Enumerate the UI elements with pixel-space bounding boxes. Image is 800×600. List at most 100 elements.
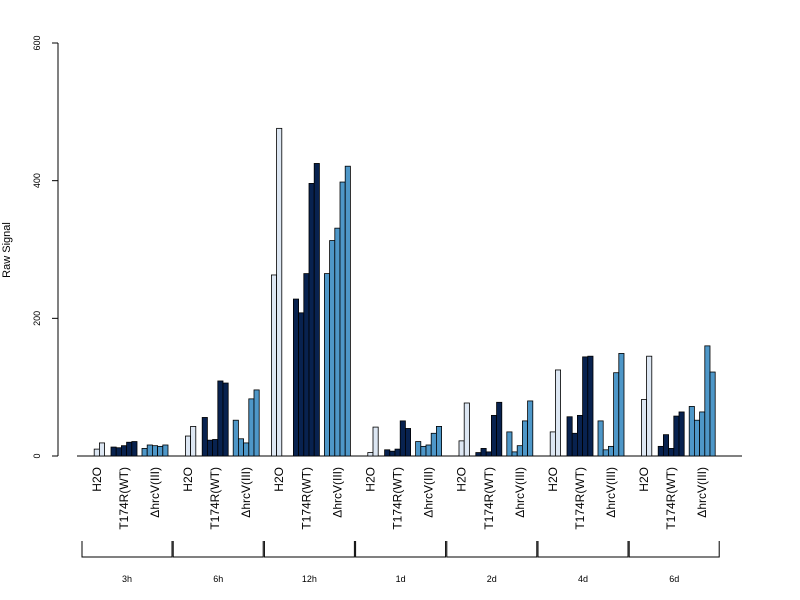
bar bbox=[99, 442, 106, 457]
bar bbox=[597, 420, 604, 457]
condition-label: H2O bbox=[90, 467, 104, 492]
time-label: 12h bbox=[302, 574, 317, 584]
condition-label: T174R(WT) bbox=[482, 467, 496, 530]
bar bbox=[384, 449, 391, 457]
bar bbox=[399, 420, 406, 457]
bar bbox=[657, 445, 664, 457]
condition-label: H2O bbox=[181, 467, 195, 492]
bar bbox=[496, 401, 503, 457]
bar bbox=[146, 444, 153, 457]
time-label: 3h bbox=[122, 574, 132, 584]
bar bbox=[141, 448, 148, 457]
condition-label: H2O bbox=[272, 467, 286, 492]
bar bbox=[131, 441, 138, 457]
bar bbox=[404, 428, 411, 457]
bar bbox=[688, 406, 695, 457]
bar bbox=[323, 273, 330, 457]
bar bbox=[506, 431, 513, 457]
bar bbox=[641, 399, 648, 457]
bar bbox=[308, 183, 315, 457]
bar bbox=[566, 416, 573, 457]
bar bbox=[678, 411, 685, 457]
bar bbox=[126, 441, 133, 457]
bar bbox=[276, 127, 283, 457]
bar bbox=[435, 426, 442, 457]
bar bbox=[344, 165, 351, 457]
bar bbox=[430, 432, 437, 457]
time-group-brackets: 3h 6h 12h 1d 2d 4d 6d bbox=[81, 541, 720, 584]
bar bbox=[110, 446, 117, 457]
bar bbox=[206, 439, 213, 457]
bar bbox=[253, 389, 260, 457]
bar bbox=[646, 355, 653, 457]
bar bbox=[511, 451, 518, 457]
condition-label: H2O bbox=[455, 467, 469, 492]
y-axis: 0 200 400 600 bbox=[32, 35, 59, 459]
bar bbox=[577, 414, 584, 457]
condition-label: T174R(WT) bbox=[391, 467, 405, 530]
bar bbox=[212, 439, 219, 457]
condition-label: T174R(WT) bbox=[208, 467, 222, 530]
bar bbox=[303, 273, 310, 457]
condition-label: ΔhrcV(III) bbox=[604, 467, 618, 518]
bar bbox=[217, 380, 224, 457]
bar bbox=[522, 420, 529, 457]
condition-label: H2O bbox=[546, 467, 560, 492]
bar bbox=[394, 448, 401, 457]
bar bbox=[490, 414, 497, 457]
condition-label: T174R(WT) bbox=[299, 467, 313, 530]
group-bracket bbox=[537, 541, 629, 558]
bars bbox=[93, 127, 716, 457]
bar bbox=[121, 445, 128, 457]
bar bbox=[618, 353, 625, 457]
bar bbox=[389, 450, 396, 457]
bar bbox=[709, 371, 716, 457]
bar bbox=[673, 415, 680, 457]
bar bbox=[555, 369, 562, 457]
condition-label: ΔhrcV(III) bbox=[513, 467, 527, 518]
bar bbox=[549, 431, 556, 457]
bar bbox=[458, 440, 465, 457]
time-label: 2d bbox=[487, 574, 497, 584]
group-bracket bbox=[263, 541, 355, 558]
bar bbox=[313, 163, 320, 457]
group-bracket bbox=[628, 541, 720, 558]
group-bracket bbox=[172, 541, 264, 558]
bar bbox=[334, 227, 341, 457]
bar bbox=[93, 448, 100, 457]
bar bbox=[367, 452, 374, 457]
bar bbox=[704, 345, 711, 457]
condition-label: ΔhrcV(III) bbox=[422, 467, 436, 518]
bar bbox=[151, 445, 158, 457]
condition-label: ΔhrcV(III) bbox=[695, 467, 709, 518]
bar bbox=[329, 240, 336, 457]
time-label: 6d bbox=[669, 574, 679, 584]
group-bracket bbox=[446, 541, 538, 558]
condition-label: ΔhrcV(III) bbox=[239, 467, 253, 518]
bar bbox=[190, 426, 197, 457]
bar bbox=[571, 432, 578, 457]
condition-label: H2O bbox=[363, 467, 377, 492]
bar bbox=[699, 411, 706, 457]
bar bbox=[608, 445, 615, 457]
bar bbox=[485, 451, 492, 457]
time-label: 1d bbox=[396, 574, 406, 584]
bar bbox=[237, 438, 244, 457]
bar bbox=[243, 442, 250, 457]
time-label: 6h bbox=[213, 574, 223, 584]
bar bbox=[339, 181, 346, 457]
condition-label: ΔhrcV(III) bbox=[330, 467, 344, 518]
bar bbox=[232, 419, 239, 457]
bar bbox=[270, 274, 277, 457]
bar bbox=[694, 419, 701, 457]
y-tick-label: 600 bbox=[32, 35, 42, 50]
bar bbox=[587, 355, 594, 457]
bar bbox=[463, 402, 470, 457]
bar bbox=[663, 434, 670, 457]
bar bbox=[602, 449, 609, 457]
condition-label: H2O bbox=[637, 467, 651, 492]
bar bbox=[516, 445, 523, 457]
bar bbox=[425, 444, 432, 457]
bar bbox=[372, 426, 379, 457]
